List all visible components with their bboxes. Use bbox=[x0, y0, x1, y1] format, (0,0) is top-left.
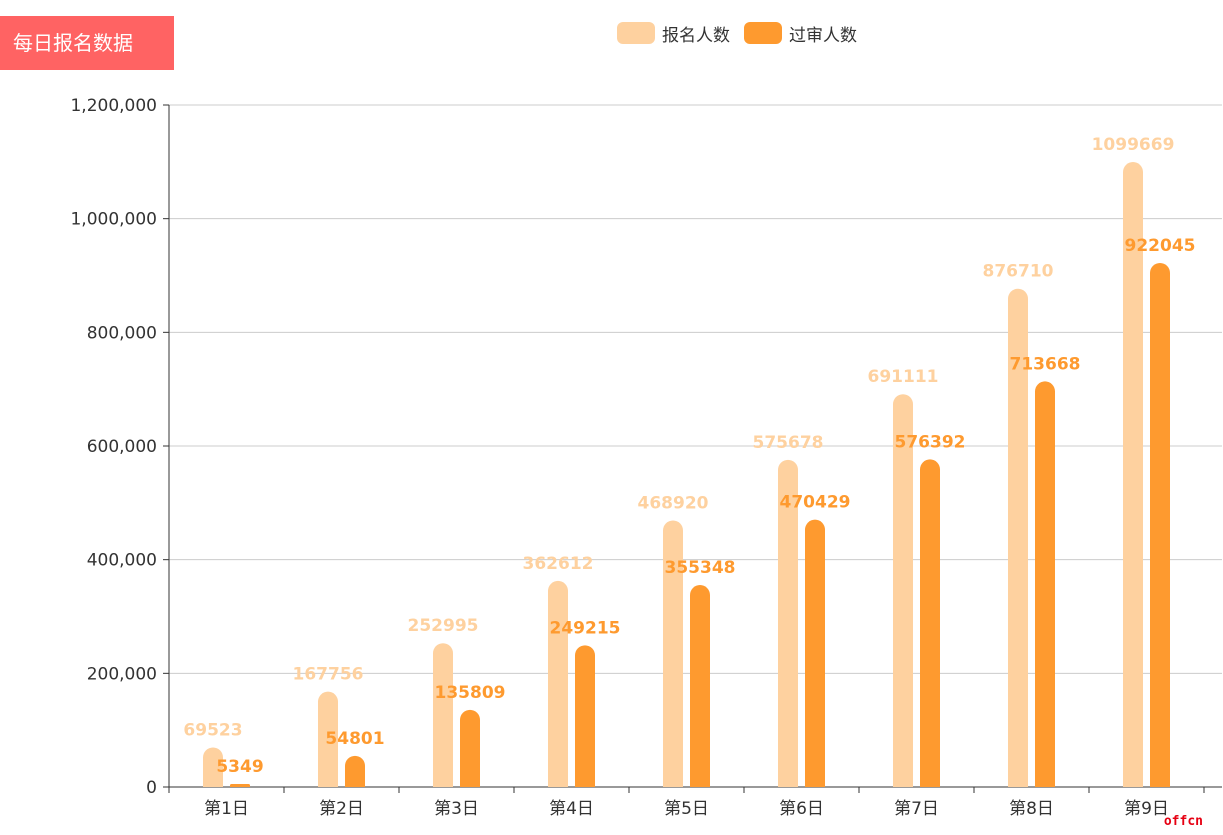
bar-series1 bbox=[893, 394, 913, 787]
data-label-series2: 922045 bbox=[1125, 236, 1196, 256]
legend-swatch-series1 bbox=[617, 22, 655, 44]
bar-series2 bbox=[805, 519, 825, 787]
y-tick-label: 0 bbox=[146, 778, 157, 798]
bar-series2 bbox=[460, 709, 480, 787]
legend-swatch-series2 bbox=[744, 22, 782, 44]
data-label-series1: 575678 bbox=[753, 433, 824, 453]
x-tick-label: 第5日 bbox=[664, 799, 709, 819]
data-label-series2: 713668 bbox=[1010, 354, 1081, 374]
data-label-series2: 355348 bbox=[665, 558, 736, 578]
y-tick-label: 200,000 bbox=[87, 664, 157, 684]
bar-series2 bbox=[230, 783, 250, 787]
legend-item-series2[interactable]: 过审人数 bbox=[744, 21, 857, 46]
bar-series1 bbox=[203, 747, 224, 787]
x-tick-label: 第8日 bbox=[1009, 799, 1054, 819]
data-label-series2: 5349 bbox=[216, 757, 263, 777]
y-tick-label: 400,000 bbox=[87, 551, 157, 571]
bar-series2 bbox=[920, 459, 940, 787]
y-tick-label: 600,000 bbox=[87, 437, 157, 457]
bar-series1 bbox=[318, 691, 338, 787]
bar-series1 bbox=[1008, 288, 1028, 787]
x-tick-label: 第1日 bbox=[204, 799, 249, 819]
y-tick-label: 1,200,000 bbox=[70, 96, 157, 116]
legend-label-series1: 报名人数 bbox=[662, 25, 730, 46]
data-label-series1: 69523 bbox=[183, 720, 242, 740]
bar-series1 bbox=[433, 643, 453, 787]
bar-series2 bbox=[345, 755, 365, 787]
x-tick-label: 第7日 bbox=[894, 799, 939, 819]
x-tick-label: 第3日 bbox=[434, 799, 479, 819]
chart-title: 每日报名数据 bbox=[0, 16, 174, 70]
bar-series2 bbox=[1035, 381, 1055, 787]
legend: 报名人数 过审人数 bbox=[617, 20, 871, 46]
y-tick-label: 1,000,000 bbox=[70, 210, 157, 230]
data-label-series1: 1099669 bbox=[1092, 135, 1175, 155]
data-label-series1: 362612 bbox=[523, 554, 594, 574]
data-label-series2: 135809 bbox=[435, 683, 506, 703]
watermark: offcn bbox=[1163, 814, 1203, 829]
y-tick-label: 800,000 bbox=[87, 323, 157, 343]
data-label-series1: 252995 bbox=[408, 616, 479, 636]
bar-series1 bbox=[1123, 162, 1143, 787]
data-label-series2: 470429 bbox=[780, 493, 851, 513]
bar-series1 bbox=[548, 580, 568, 787]
bar-series2 bbox=[575, 645, 595, 787]
data-label-series1: 468920 bbox=[638, 493, 709, 513]
x-tick-label: 第6日 bbox=[779, 799, 824, 819]
data-label-series2: 249215 bbox=[550, 618, 621, 638]
data-label-series1: 691111 bbox=[868, 367, 939, 387]
data-label-series2: 54801 bbox=[325, 729, 384, 749]
x-tick-label: 第9日 bbox=[1124, 799, 1169, 819]
x-tick-label: 第4日 bbox=[549, 799, 594, 819]
bar-series1 bbox=[663, 520, 683, 787]
bar-series2 bbox=[1150, 262, 1170, 788]
bar-series2 bbox=[690, 585, 710, 787]
data-label-series1: 167756 bbox=[293, 665, 364, 685]
bar-series1 bbox=[778, 459, 798, 787]
legend-label-series2: 过审人数 bbox=[789, 25, 857, 46]
data-label-series2: 576392 bbox=[895, 432, 966, 452]
data-label-series1: 876710 bbox=[983, 262, 1054, 282]
x-tick-label: 第2日 bbox=[319, 799, 364, 819]
legend-item-series1[interactable]: 报名人数 bbox=[617, 21, 730, 46]
